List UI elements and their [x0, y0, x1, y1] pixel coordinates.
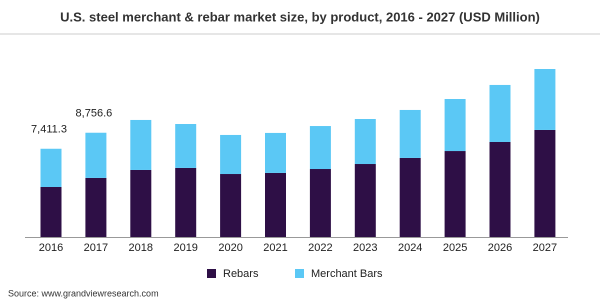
bar-segment: [130, 119, 152, 170]
bar-segment: [130, 169, 152, 237]
total-label: 7,411.3: [31, 124, 67, 136]
bar-segment: [40, 148, 62, 187]
chart-title: U.S. steel merchant & rebar market size,…: [60, 9, 540, 24]
x-tick-label: 2019: [173, 242, 197, 254]
bar-segment: [265, 172, 286, 237]
bar-segment: [489, 84, 511, 142]
bar-segment: [220, 134, 242, 175]
x-tick-label: 2027: [533, 242, 557, 254]
x-tick-label: 2024: [398, 242, 422, 254]
x-tick-label: 2017: [84, 242, 108, 254]
source: Source: www.grandviewresearch.com: [8, 288, 159, 298]
x-tick-label: 2018: [129, 242, 153, 254]
x-tick-label: 2026: [488, 242, 512, 254]
bar-segment: [175, 167, 197, 237]
bar-segment: [309, 126, 331, 170]
bar-segment: [399, 157, 421, 237]
x-tick-label: 2023: [353, 242, 377, 254]
bar-segment: [444, 99, 466, 152]
bar-segment: [534, 129, 556, 237]
x-tick-label: 2025: [443, 242, 467, 254]
bar-segment: [399, 109, 421, 158]
bar-segment: [489, 141, 511, 237]
bar-segment: [85, 177, 107, 237]
bar-segment: [534, 69, 556, 130]
bar-segment: [309, 169, 331, 237]
bar-segment: [444, 151, 466, 237]
x-tick-label: 2020: [218, 242, 242, 254]
legend-swatch: [207, 269, 216, 278]
legend-label: Rebars: [223, 268, 259, 280]
bar-segment: [354, 164, 376, 237]
bar-segment: [354, 119, 376, 165]
bar-segment: [175, 124, 197, 168]
x-tick-label: 2016: [39, 242, 63, 254]
legend-label: Merchant Bars: [311, 268, 383, 280]
x-tick-label: 2021: [263, 242, 287, 254]
bar-segment: [265, 132, 286, 173]
bar-segment: [220, 174, 242, 237]
legend-swatch: [295, 269, 304, 278]
bar-segment: [40, 186, 62, 237]
total-label: 8,756.6: [76, 108, 113, 120]
bar-segment: [85, 132, 107, 178]
x-tick-label: 2022: [308, 242, 332, 254]
